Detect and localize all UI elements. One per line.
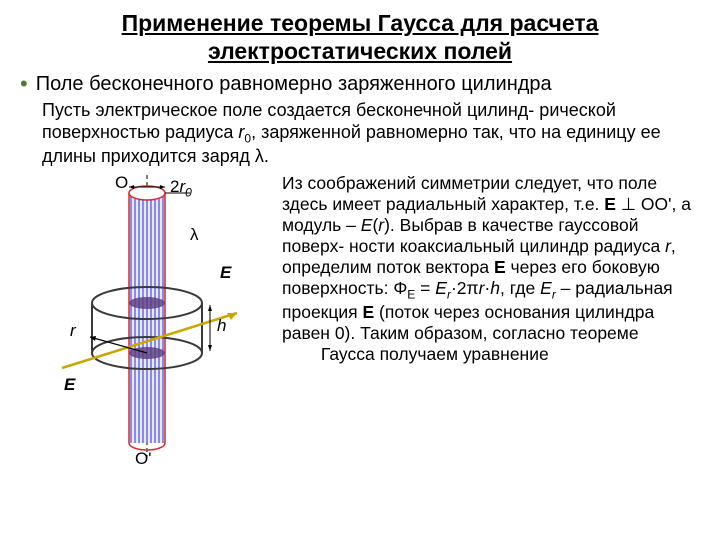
label-E-bottom: E [64,375,75,395]
label-lambda: λ [190,225,199,245]
label-h: h [217,316,226,336]
label-r: r [70,321,76,341]
content-row: O 2r0 λ E h r E O' Из соображений симмет… [42,173,700,473]
diagram: O 2r0 λ E h r E O' [42,173,272,473]
label-E-top: E [220,263,231,283]
page-title: Применение теоремы Гаусса для расчета эл… [20,10,700,65]
label-Oprime: O' [135,449,151,469]
label-O: O [115,173,128,193]
label-2r0: 2r0 [170,177,192,199]
subtitle: Поле бесконечного равномерно заряженного… [36,73,552,96]
explanation-text: Из соображений симметрии следует, что по… [282,173,700,473]
height-marker [208,305,212,351]
title-line2: электростатических полей [208,38,512,64]
diagram-svg [42,173,272,473]
intro-text: Пусть электрическое поле создается беско… [42,100,700,167]
title-line1: Применение теоремы Гаусса для расчета [122,10,599,36]
subtitle-row: • Поле бесконечного равномерно заряженно… [20,73,700,96]
bullet-icon: • [20,73,28,95]
